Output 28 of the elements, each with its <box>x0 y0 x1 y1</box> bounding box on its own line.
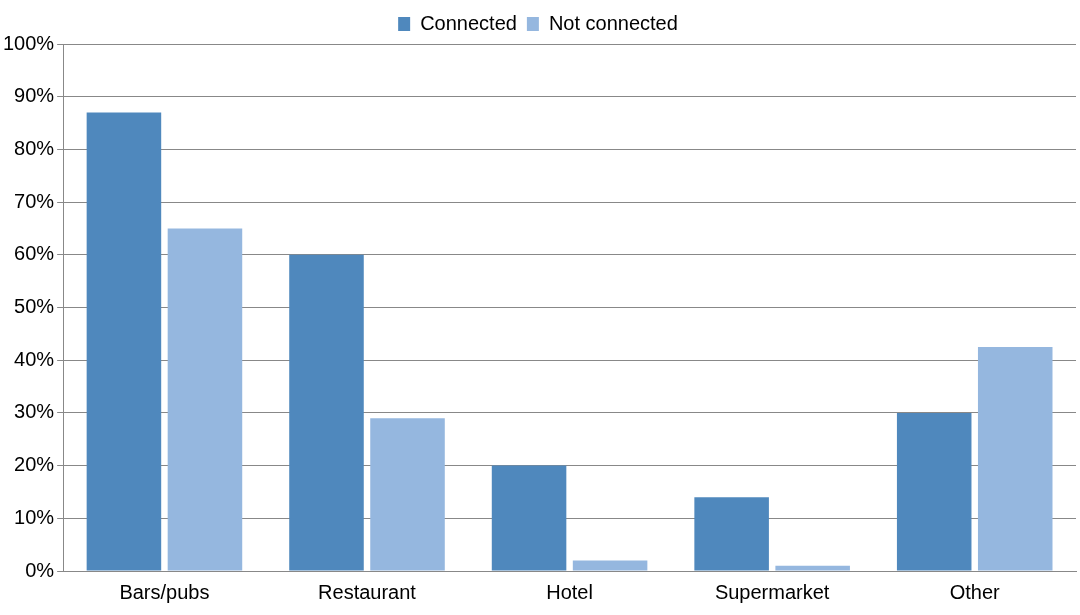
y-tick-label: 0% <box>25 558 55 581</box>
bar <box>572 560 648 571</box>
x-tick-label: Hotel <box>546 580 593 603</box>
bar <box>289 254 364 571</box>
bar <box>775 565 850 571</box>
legend-label: Connected <box>420 11 517 34</box>
legend-label: Not connected <box>548 11 678 34</box>
y-tick-label: 70% <box>14 189 55 212</box>
y-tick-label: 30% <box>14 400 55 423</box>
bar <box>896 412 972 571</box>
y-tick-label: 100% <box>3 31 55 54</box>
bar <box>977 347 1053 571</box>
y-tick-label: 40% <box>14 347 55 370</box>
y-tick-label: 50% <box>14 295 55 318</box>
y-tick-label: 10% <box>14 505 55 528</box>
y-tick-label: 90% <box>14 84 55 107</box>
y-tick-label: 80% <box>14 136 55 159</box>
x-tick-label: Other <box>949 580 1001 603</box>
y-tick-label: 20% <box>14 453 55 476</box>
bar <box>491 465 567 571</box>
bar <box>694 497 769 571</box>
x-tick-label: Supermarket <box>714 580 830 603</box>
y-tick-label: 60% <box>14 242 55 265</box>
x-tick-label: Restaurant <box>318 580 417 603</box>
x-tick-label: Bars/pubs <box>119 580 210 603</box>
bar <box>86 112 162 571</box>
bar <box>370 418 445 571</box>
bar <box>167 228 243 571</box>
